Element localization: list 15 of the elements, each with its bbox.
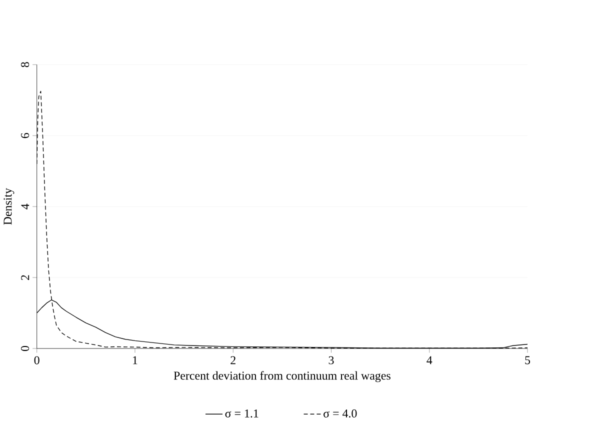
y-axis-title: Density xyxy=(4,188,14,225)
x-tick-label: 0 xyxy=(34,356,40,364)
x-tick-label: 4 xyxy=(426,356,432,364)
legend-label: σ = 4.0 xyxy=(324,410,357,418)
x-tick-label: 2 xyxy=(230,356,236,364)
x-tick-label: 1 xyxy=(133,356,138,364)
y-tick-label: 4 xyxy=(21,204,30,210)
y-tick-label: 0 xyxy=(21,346,30,352)
y-tick-label: 6 xyxy=(21,133,30,138)
x-tick-label: 3 xyxy=(328,356,334,364)
legend-label: σ = 1.1 xyxy=(225,410,258,418)
x-axis-title: Percent deviation from continuum real wages xyxy=(174,371,390,382)
x-tick-label: 5 xyxy=(525,356,530,364)
y-tick-label: 8 xyxy=(21,62,30,68)
y-tick-label: 2 xyxy=(21,275,30,280)
